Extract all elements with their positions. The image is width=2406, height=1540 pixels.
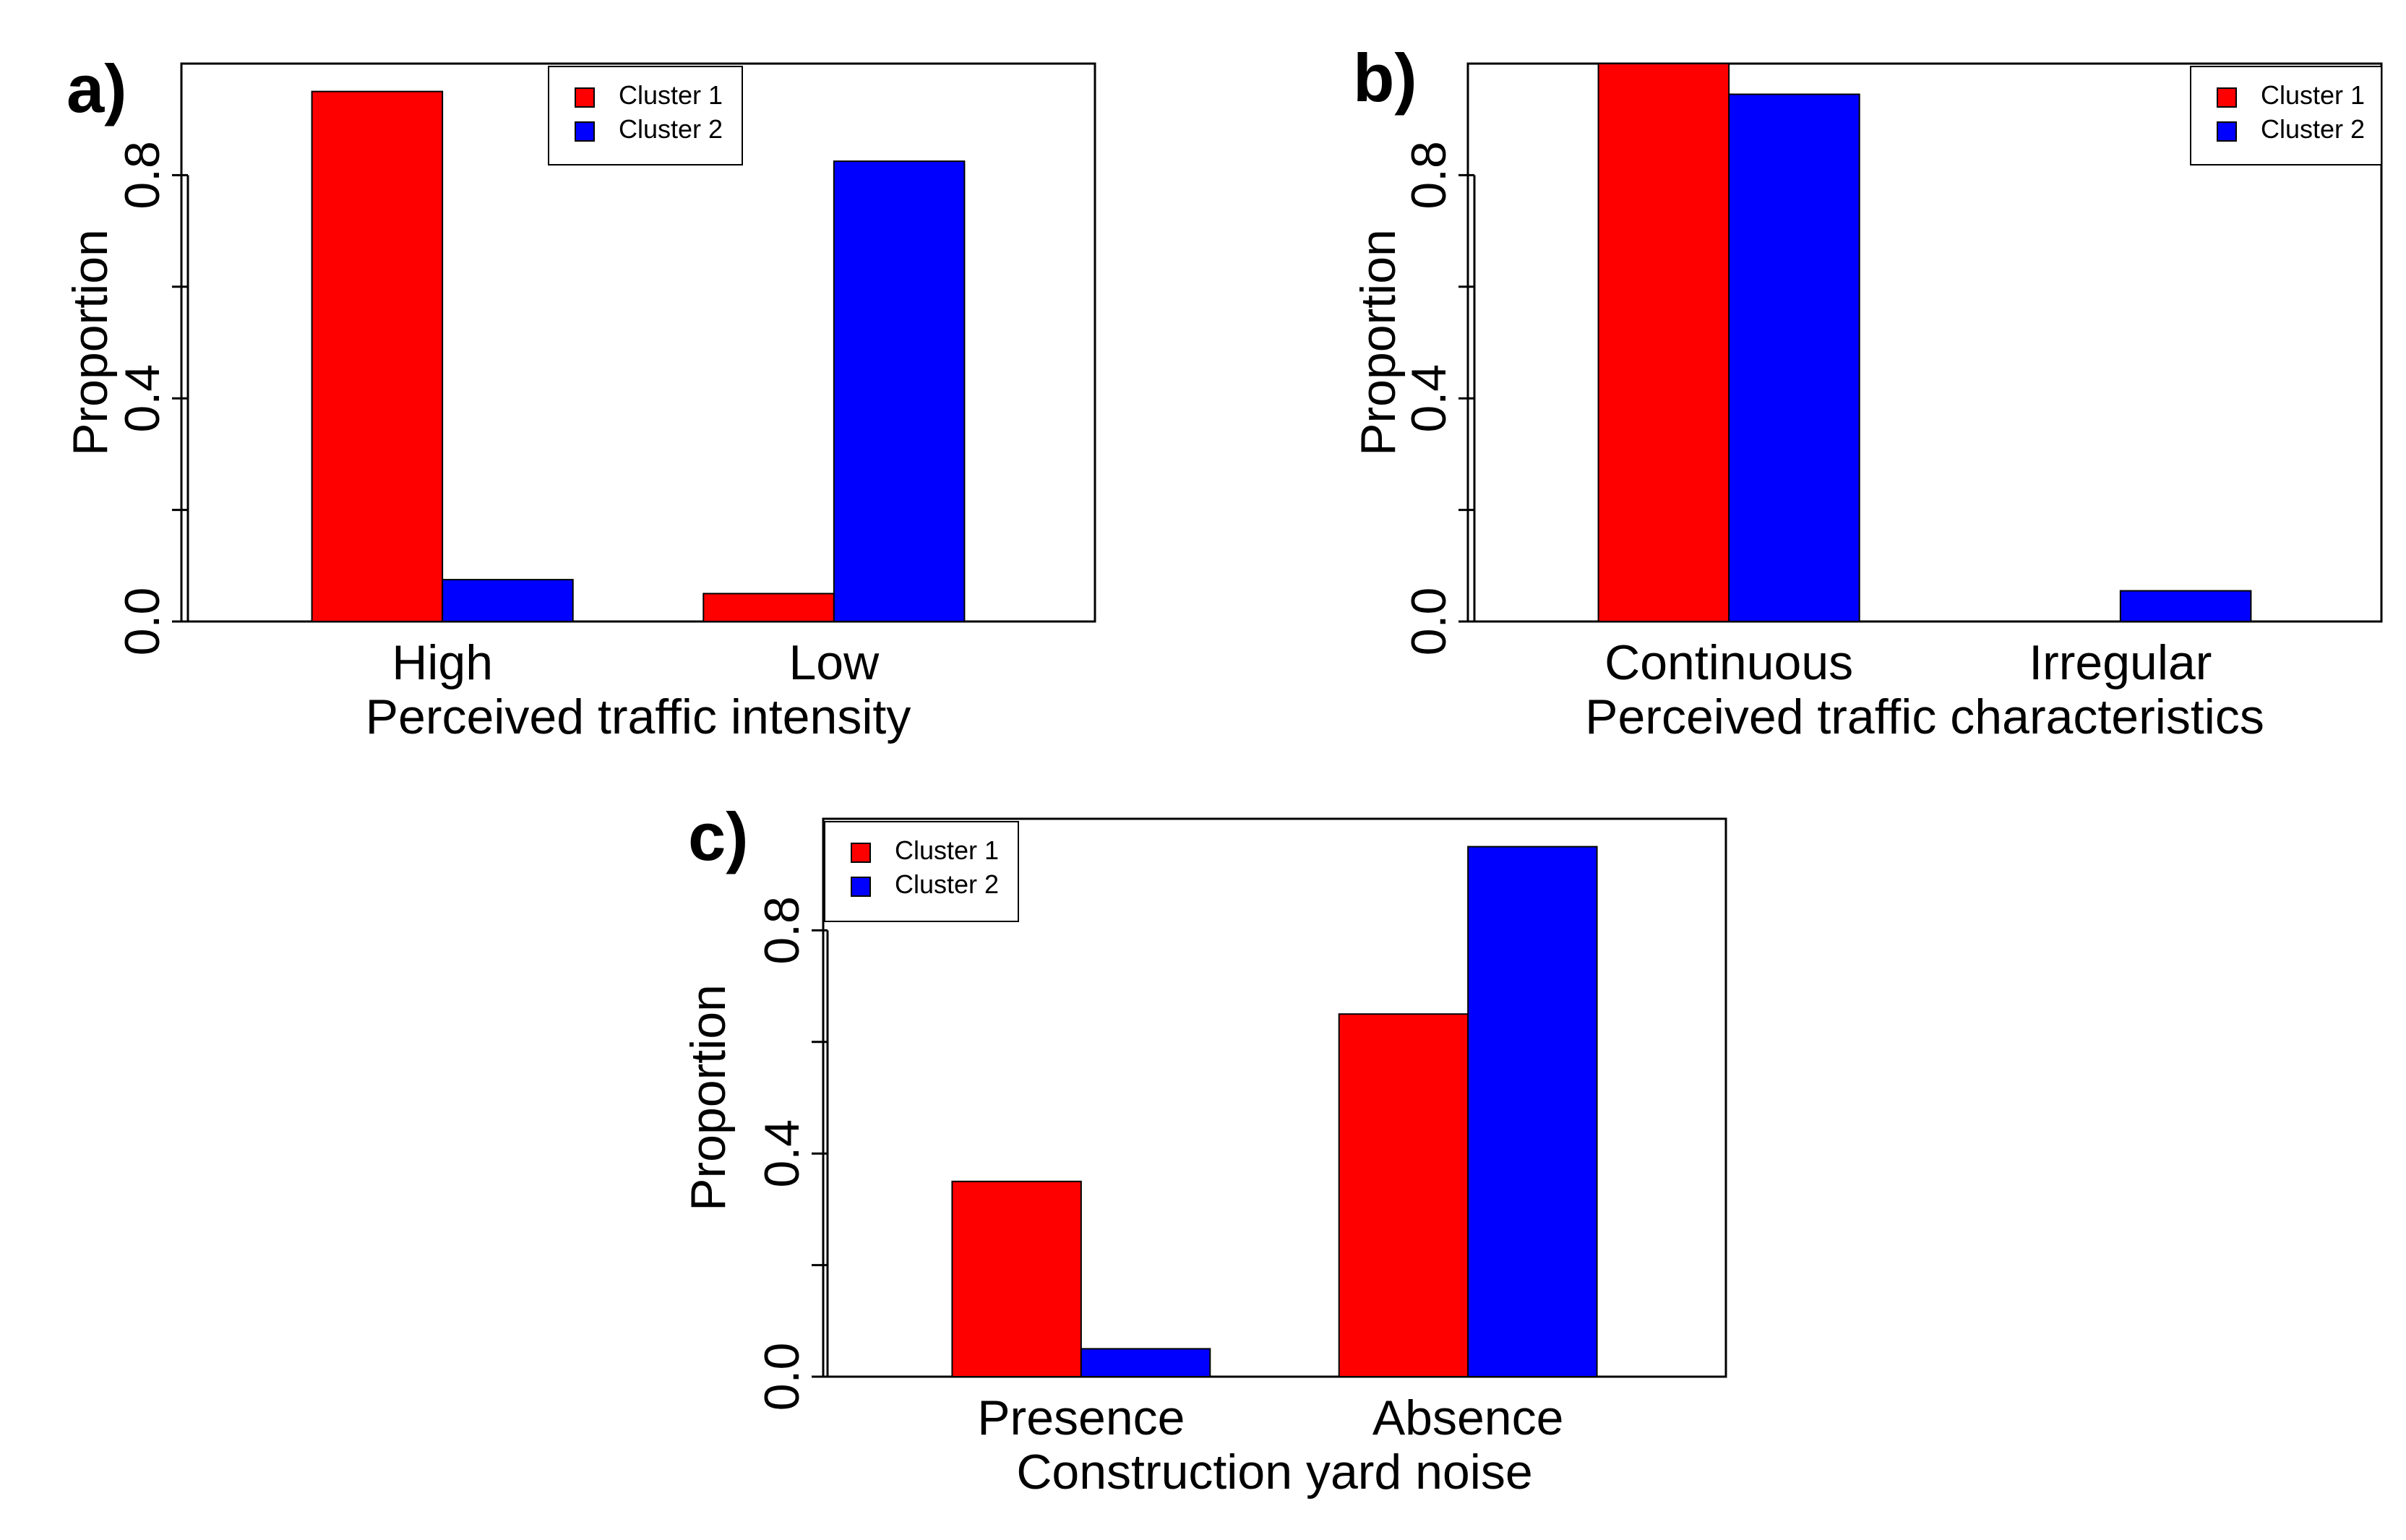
x-tick-label-0: High (392, 635, 493, 690)
panel-label: b) (1353, 40, 1417, 116)
y-tick-label-1: 0.4 (1401, 364, 1456, 433)
y-axis-label: Proportion (1351, 229, 1406, 456)
bar-2-0-0 (951, 1180, 1082, 1378)
legend-label-1: Cluster 2 (619, 114, 723, 144)
legend-swatch-0 (851, 843, 871, 863)
bar-2-0-1 (1080, 1348, 1211, 1378)
legend: Cluster 1 Cluster 2 (2190, 66, 2382, 165)
x-axis-label: Perceived traffic intensity (366, 689, 911, 744)
bar-1-1-1 (2119, 590, 2252, 622)
legend: Cluster 1 Cluster 2 (548, 66, 743, 165)
y-tick-label-0: 0.0 (755, 1343, 809, 1411)
legend-swatch-0 (575, 87, 595, 108)
x-tick-label-0: Presence (977, 1390, 1185, 1445)
bar-2-1-0 (1338, 1013, 1469, 1377)
legend-swatch-0 (2217, 87, 2237, 108)
x-axis-label: Construction yard noise (1016, 1445, 1532, 1500)
legend-swatch-1 (851, 877, 871, 897)
legend: Cluster 1 Cluster 2 (824, 821, 1019, 922)
x-tick-label-1: Low (789, 635, 880, 690)
y-tick-label-0: 0.0 (1401, 588, 1456, 656)
bar-0-1-1 (833, 160, 966, 623)
bar-0-1-0 (703, 593, 835, 623)
legend-label-0: Cluster 1 (619, 80, 723, 110)
bar-0-0-0 (311, 90, 444, 623)
plot-frame (180, 62, 1096, 623)
legend-label-1: Cluster 2 (895, 869, 999, 899)
y-tick-label-2: 0.8 (1401, 141, 1456, 210)
y-tick-label-2: 0.8 (755, 896, 809, 965)
plot-frame (1466, 62, 2383, 623)
y-tick-label-1: 0.4 (755, 1119, 809, 1188)
x-tick-label-1: Absence (1372, 1390, 1564, 1445)
legend-box (2190, 66, 2382, 165)
bar-0-0-1 (442, 579, 574, 622)
y-axis-label: Proportion (681, 984, 736, 1211)
bar-1-0-0 (1597, 63, 1730, 622)
x-axis-label: Perceived traffic characteristics (1585, 689, 2264, 744)
legend-swatch-1 (2217, 121, 2237, 142)
y-tick-label-0: 0.0 (115, 588, 170, 656)
legend-box (548, 66, 743, 165)
y-tick-label-2: 0.8 (115, 141, 170, 210)
y-tick-label-1: 0.4 (115, 364, 170, 433)
legend-label-0: Cluster 1 (895, 835, 999, 865)
plot-frame (822, 817, 1727, 1378)
y-axis-label: Proportion (63, 229, 118, 456)
panel-label: a) (66, 51, 127, 126)
x-tick-label-1: Irregular (2029, 635, 2212, 690)
legend-box (824, 821, 1019, 922)
x-tick-label-0: Continuous (1604, 635, 1853, 690)
legend-swatch-1 (575, 121, 595, 142)
bar-2-1-1 (1467, 846, 1598, 1377)
legend-label-1: Cluster 2 (2261, 114, 2365, 144)
bar-1-0-1 (1728, 93, 1860, 622)
panel-label: c) (688, 799, 749, 874)
legend-label-0: Cluster 1 (2261, 80, 2365, 110)
